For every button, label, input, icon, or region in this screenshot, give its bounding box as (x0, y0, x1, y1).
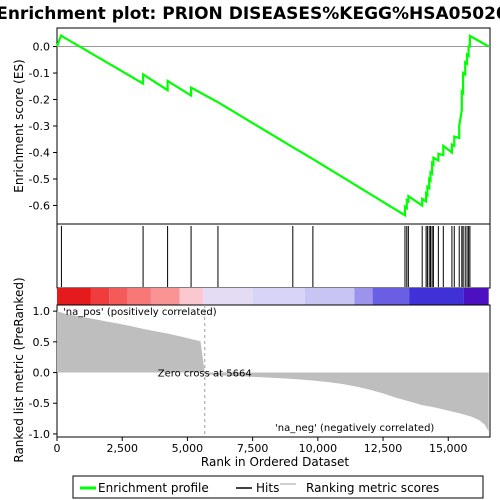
x-axis-label: Rank in Ordered Dataset (201, 455, 349, 469)
color-band-segment (90, 288, 110, 305)
color-band-segment (179, 288, 204, 305)
legend-hits-label: Hits (256, 481, 279, 495)
x-tick-label: 12,500 (364, 442, 403, 455)
es-tick-label: -0.5 (29, 173, 50, 186)
es-tick-label: -0.6 (29, 199, 50, 212)
es-y-axis-label: Enrichment score (ES) (12, 59, 26, 192)
color-band-segment (409, 288, 464, 305)
ranking-color-band (57, 288, 489, 305)
positive-correlation-label: 'na_pos' (positively correlated) (63, 307, 217, 318)
color-band-segment (372, 288, 410, 305)
color-band-segment (57, 288, 91, 305)
es-axis-ticks: 0.0 -0.1 -0.2 -0.3 -0.4 -0.5 -0.6 (29, 41, 57, 212)
es-tick-label: -0.2 (29, 94, 50, 107)
es-tick-label: -0.1 (29, 67, 50, 80)
zero-cross-label: Zero cross at 5664 (158, 369, 252, 380)
ranking-metric-area (57, 311, 489, 432)
color-band-segment (127, 288, 151, 305)
es-panel: 0.0 -0.1 -0.2 -0.3 -0.4 -0.5 -0.6 (29, 27, 491, 225)
color-band-segment (109, 288, 128, 305)
metric-tick-label: -0.5 (29, 397, 50, 410)
x-tick-label: 0 (54, 442, 61, 455)
metric-y-axis-label: Ranked list metric (PreRanked) (12, 277, 26, 462)
chart-title: Enrichment plot: PRION DISEASES%KEGG%HSA… (0, 4, 500, 24)
es-tick-label: -0.3 (29, 120, 50, 133)
x-tick-label: 7,500 (237, 442, 269, 455)
legend-frame (72, 475, 484, 499)
es-panel-frame (56, 27, 491, 225)
color-band-segment (203, 288, 253, 305)
ranked-metric-panel: 1.0 0.5 0.0 -0.5 -1.0 Zero cross at 5664 'na… (29, 304, 491, 441)
color-band-segment (150, 288, 180, 305)
x-tick-label: 2,500 (106, 442, 138, 455)
legend: Enrichment profile Hits Ranking metric s… (72, 475, 484, 499)
color-band-segment (354, 288, 373, 305)
color-band-segment (463, 288, 489, 305)
enrichment-profile-line (55, 34, 490, 218)
x-tick-label: 15,000 (429, 442, 468, 455)
color-band-segment (252, 288, 305, 305)
metric-axis-ticks: 1.0 0.5 0.0 -0.5 -1.0 (29, 305, 57, 441)
metric-tick-label: 1.0 (33, 305, 51, 318)
x-tick-label: 10,000 (299, 442, 338, 455)
negative-correlation-label: 'na_neg' (negatively correlated) (275, 423, 434, 434)
legend-profile-label: Enrichment profile (98, 481, 209, 495)
es-tick-label: 0.0 (33, 41, 51, 54)
hit-lines (60, 226, 471, 287)
color-band-segment (304, 288, 355, 305)
legend-metric-label: Ranking metric scores (306, 481, 439, 495)
x-tick-label: 5,000 (172, 442, 204, 455)
metric-tick-label: -1.0 (29, 428, 50, 441)
x-axis-ticks: 0 2,500 5,000 7,500 10,000 12,500 15,000 (54, 437, 468, 455)
hits-panel (56, 223, 491, 289)
hits-panel-frame (56, 223, 491, 289)
metric-tick-label: 0.5 (33, 336, 51, 349)
metric-tick-label: 0.0 (33, 367, 51, 380)
es-tick-label: -0.4 (29, 146, 50, 159)
